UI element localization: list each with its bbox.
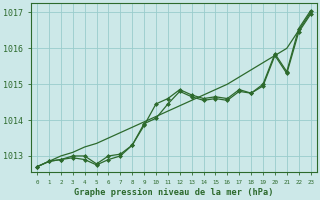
X-axis label: Graphe pression niveau de la mer (hPa): Graphe pression niveau de la mer (hPa) bbox=[74, 188, 274, 197]
